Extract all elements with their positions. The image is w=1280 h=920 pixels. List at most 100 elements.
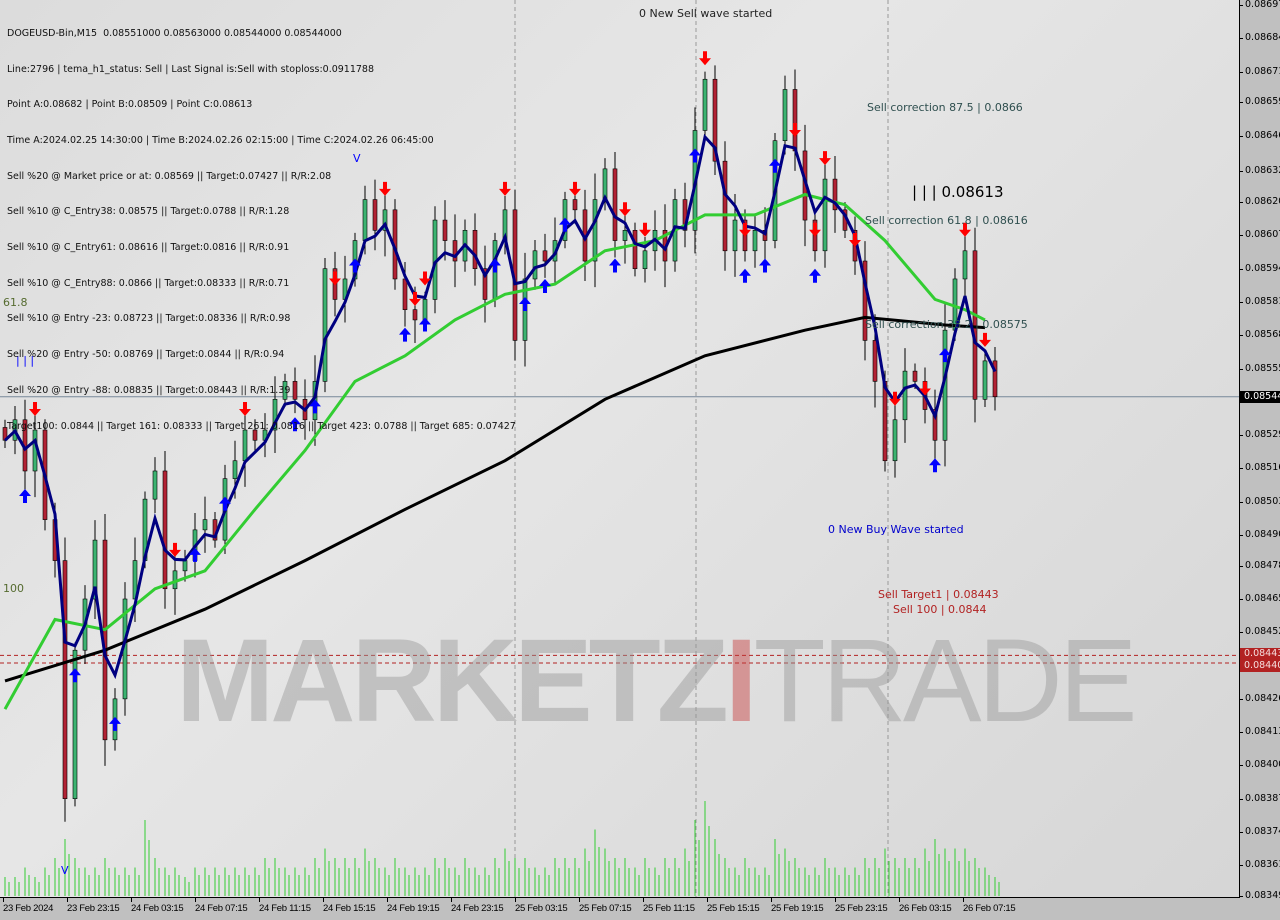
x-tick-label: 24 Feb 19:15 (387, 898, 440, 914)
symbol-ohlc: DOGEUSD-Bin,M15 0.08551000 0.08563000 0.… (7, 27, 342, 39)
y-tick-text: 0.08516 (1245, 462, 1280, 474)
current-price-label: 0.08544 (1240, 390, 1280, 403)
buy-arrow-icon (349, 258, 361, 273)
time-axis[interactable]: 23 Feb 2024 23 Feb 23:15 24 Feb 03:15 24 Fe… (0, 898, 1240, 920)
candle-body (732, 219, 738, 252)
candle-body (452, 240, 458, 262)
candle-body (232, 460, 238, 479)
candle-body (782, 89, 788, 141)
candle-body (92, 539, 98, 600)
y-tick-label: 0.08581 (1238, 296, 1280, 308)
sell-arrow-icon (239, 402, 251, 417)
fib-100-label: 100 (3, 582, 24, 595)
ma-slow-line (4, 315, 986, 683)
candle-body (532, 250, 538, 280)
y-tick-label: 0.08374 (1238, 825, 1280, 838)
y-tick-text: 0.08632 (1245, 165, 1280, 177)
y-tick-label: 0.08607 (1238, 229, 1280, 241)
chart-plot-area[interactable]: MARKETZITRADE DOGEUSD-Bin,M15 0.08551000… (0, 0, 1240, 898)
buy-arrow-icon (309, 399, 321, 414)
sell-correction-618: Sell correction 61.8 | 0.08616 (865, 214, 1028, 227)
candle-body (862, 260, 868, 341)
info-line: Sell %20 @ Market price or at: 0.08569 |… (7, 170, 332, 182)
y-tick-text: 0.08349 (1245, 890, 1280, 901)
candle-body (62, 560, 68, 800)
y-tick-text: 0.08568 (1245, 329, 1280, 341)
y-tick-text: 0.08478 (1245, 559, 1280, 571)
price-axis[interactable]: 0.08697 0.08684 0.08671 0.08659 0.08646 0.086… (1238, 0, 1280, 901)
y-tick-label: 0.08568 (1238, 329, 1280, 341)
candle-body (372, 199, 378, 231)
y-tick-text: 0.08374 (1245, 825, 1280, 837)
buy-arrow-icon (519, 296, 531, 311)
ma-fast-line (3, 133, 997, 680)
y-tick-label: 0.08452 (1238, 626, 1280, 638)
y-tick-text: 0.08697 (1245, 0, 1280, 10)
candle-body (892, 419, 898, 462)
candle-body (612, 168, 618, 241)
candle-body (322, 268, 328, 382)
buy-arrow-icon (609, 258, 621, 273)
buy-wave-label: 0 New Buy Wave started (828, 523, 964, 536)
y-tick-label: 0.08659 (1238, 96, 1280, 108)
sell-arrow-icon (29, 402, 41, 417)
buy-arrow-icon (739, 268, 751, 283)
x-tick-label: 24 Feb 23:15 (451, 898, 504, 914)
info-line: Sell %10 @ C_Entry88: 0.0866 || Target:0… (7, 277, 290, 289)
x-tick-label: 25 Feb 23:15 (835, 898, 888, 914)
buy-arrow-icon (539, 279, 551, 294)
watermark-logo: MARKETZITRADE (176, 615, 1138, 747)
candle-body (872, 340, 878, 382)
info-line: Sell %10 @ Entry -23: 0.08723 || Target:… (7, 313, 291, 325)
x-tick-label: 23 Feb 23:15 (67, 898, 120, 914)
sell-arrow-icon (919, 381, 931, 396)
x-tick-label: 24 Feb 03:15 (131, 898, 184, 914)
candle-body (962, 250, 968, 280)
sell-100-label: Sell 100 | 0.0844 (893, 603, 987, 616)
x-tick-label: 26 Feb 07:15 (963, 898, 1016, 914)
candle-body (442, 219, 448, 241)
buy-arrow-icon (929, 458, 941, 473)
candle-body (542, 250, 548, 262)
y-tick-text: 0.08529 (1245, 429, 1280, 441)
candle-body (822, 178, 828, 252)
x-tick-label: 25 Feb 11:15 (643, 898, 695, 914)
buy-arrow-icon (289, 417, 301, 432)
info-line: Line:2796 | tema_h1_status: Sell | Last … (7, 63, 375, 75)
buy-arrow-icon (69, 668, 81, 683)
info-line: Point A:0.08682 | Point B:0.08509 | Poin… (7, 99, 253, 111)
y-tick-text: 0.08503 (1245, 495, 1280, 507)
sell-arrow-icon (699, 51, 711, 66)
x-tick-label: 25 Feb 03:15 (515, 898, 568, 914)
sell-arrow-icon (569, 181, 581, 196)
candle-body (272, 398, 278, 431)
y-tick-label: 0.08361 (1238, 859, 1280, 871)
buy-arrow-icon (559, 217, 571, 232)
candle-body (622, 230, 628, 241)
x-tick-label: 24 Feb 15:15 (323, 898, 376, 914)
x-tick-label: 23 Feb 2024 (3, 898, 54, 914)
candle-body (972, 250, 978, 400)
info-line: Sell %10 @ C_Entry61: 0.08616 || Target:… (7, 242, 290, 254)
candle-body (472, 230, 478, 270)
sell-target1-label: Sell Target1 | 0.08443 (878, 588, 999, 601)
sell-arrow-icon (619, 202, 631, 217)
sell-correction-382: Sell correction 38.2 | 0.08575 (865, 318, 1028, 331)
y-tick-text: 0.08671 (1245, 65, 1280, 77)
candle-body (722, 160, 728, 252)
sell-arrow-icon (819, 151, 831, 166)
sell-arrow-icon (419, 271, 431, 286)
target-price-label: 0.08440 (1240, 660, 1280, 673)
candle-body (792, 89, 798, 152)
info-line: Sell %20 @ Entry -50: 0.08769 || Target:… (7, 349, 285, 361)
sell-arrow-icon (809, 222, 821, 237)
candle-body (162, 470, 168, 590)
candle-body (282, 381, 288, 400)
info-line: Target100: 0.0844 || Target 161: 0.08333… (7, 420, 516, 432)
v-marker-top: V (353, 152, 361, 165)
